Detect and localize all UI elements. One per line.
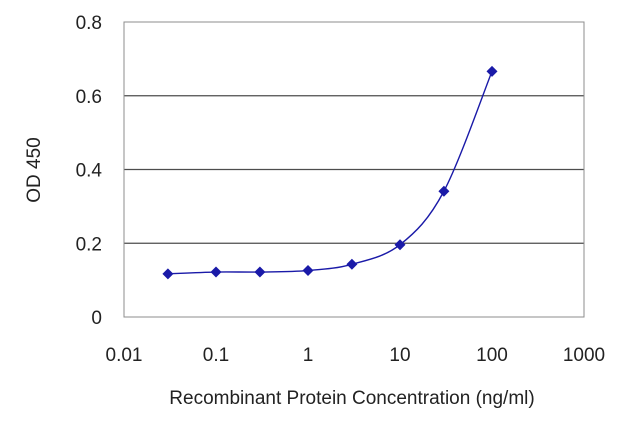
y-axis-title: OD 450: [24, 137, 45, 202]
x-axis-title: Recombinant Protein Concentration (ng/ml…: [169, 388, 534, 409]
x-tick-label: 0.1: [203, 345, 229, 366]
series-line: [167, 71, 493, 275]
y-tick-label: 0: [91, 308, 102, 329]
data-point-marker: [162, 268, 174, 280]
data-point-marker: [254, 266, 266, 278]
x-tick-label: 10: [389, 345, 410, 366]
data-series: [162, 65, 498, 280]
y-tick-label: 0.4: [76, 161, 103, 182]
gridlines: [124, 95, 584, 244]
y-tick-label: 0.6: [76, 87, 102, 108]
x-tick-label: 0.01: [106, 345, 143, 366]
data-point-marker: [346, 258, 358, 270]
y-tick-label: 0.8: [76, 13, 102, 34]
data-point-marker: [394, 239, 406, 251]
x-tick-label: 1: [303, 345, 314, 366]
y-tick-label: 0.2: [76, 234, 102, 255]
y-tick-labels: 0 0.2 0.4 0.6 0.8: [76, 13, 103, 329]
x-tick-labels: 0.01 0.1 1 10 100 1000: [106, 345, 606, 366]
x-tick-label: 1000: [563, 345, 605, 366]
x-tick-label: 100: [476, 345, 508, 366]
data-point-marker: [210, 266, 222, 278]
data-point-marker: [486, 65, 498, 77]
data-point-marker: [302, 265, 314, 277]
data-point-marker: [438, 185, 450, 197]
plot-area-frame: [123, 21, 585, 318]
